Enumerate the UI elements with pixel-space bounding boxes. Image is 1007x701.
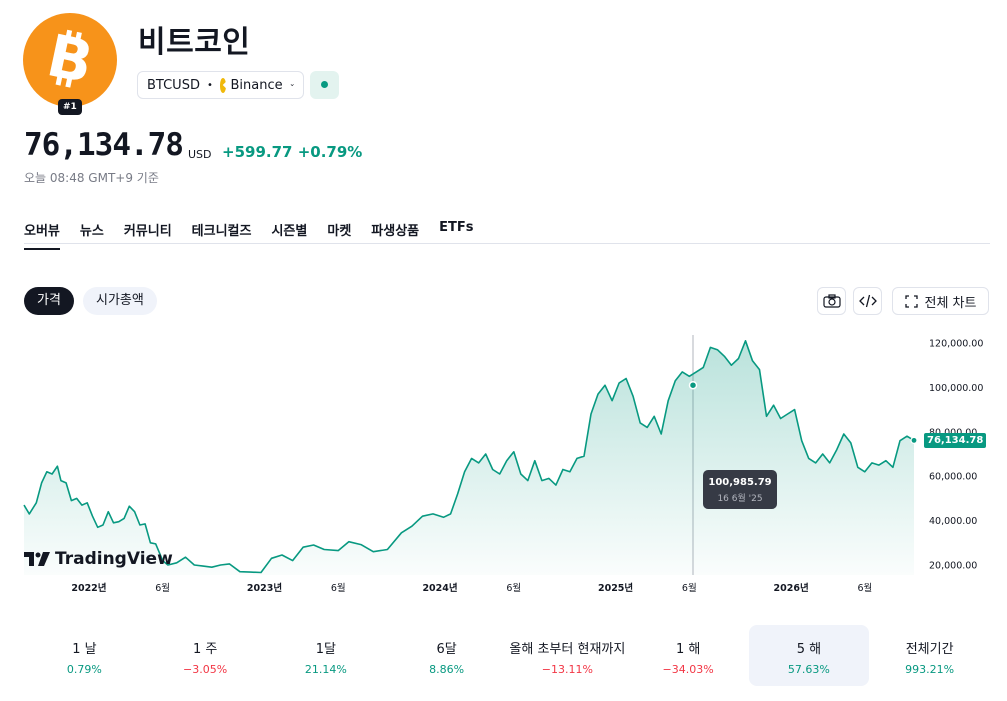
performance-label: 6달 <box>436 642 457 657</box>
current-price: 76,134.78 <box>24 127 184 163</box>
fullscreen-chart-button[interactable]: 전체 차트 <box>892 287 989 315</box>
performance-period-0[interactable]: 1 날 0.79% <box>24 625 145 686</box>
performance-label: 올해 초부터 현재까지 <box>509 642 626 657</box>
performance-period-7[interactable]: 전체기간 993.21% <box>869 625 990 686</box>
performance-value: 993.21% <box>905 663 955 676</box>
tab-derivatives[interactable]: 파생상품 <box>371 224 420 239</box>
performance-label: 1달 <box>315 642 336 657</box>
separator-dot: • <box>206 79 213 91</box>
performance-period-6[interactable]: 5 해 57.63% <box>748 625 870 686</box>
x-tick-label: 2023년 <box>247 582 282 594</box>
performance-value: 57.63% <box>787 663 830 676</box>
tab-technicals[interactable]: 테크니컬즈 <box>191 224 252 239</box>
tab-seasonals[interactable]: 시즌별 <box>271 224 308 239</box>
y-tick-label: 40,000.00 <box>929 516 977 527</box>
performance-value: 8.86% <box>429 663 465 676</box>
tooltip-value: 100,985.79 <box>708 477 772 488</box>
price-change-abs: +599.77 <box>222 143 293 161</box>
bitcoin-logo-icon: B <box>23 13 117 107</box>
price-chart[interactable]: 120,000.00 100,000.00 80,000.00 60,000.00 40… <box>0 325 1007 605</box>
code-icon <box>858 294 877 308</box>
price-series-line <box>23 340 915 574</box>
performance-label: 1 날 <box>72 642 97 657</box>
performance-period-3[interactable]: 6달 8.86% <box>386 625 507 686</box>
performance-period-4[interactable]: 올해 초부터 현재까지 −13.11% <box>507 625 628 686</box>
hover-point <box>688 380 698 390</box>
y-tick-label: 120,000.00 <box>929 339 983 350</box>
rank-badge: #1 <box>58 99 82 115</box>
performance-value: −13.11% <box>541 663 593 676</box>
asset-name: 비트코인 <box>138 25 251 60</box>
tab-overview[interactable]: 오버뷰 <box>24 220 60 250</box>
tabs-divider <box>24 243 990 244</box>
performance-value: 21.14% <box>304 663 347 676</box>
price-area-fill <box>24 340 914 575</box>
tab-markets[interactable]: 마켓 <box>327 224 352 239</box>
performance-label: 5 해 <box>796 642 822 657</box>
y-tick-label: 80,000.00 <box>929 427 977 438</box>
x-tick-label: 6월 <box>331 582 346 594</box>
x-tick-label: 2025년 <box>598 582 633 594</box>
x-tick-label: 2026년 <box>774 582 809 594</box>
x-tick-label: 6월 <box>155 582 170 594</box>
fullscreen-icon <box>904 294 918 308</box>
price-currency: USD <box>188 148 212 161</box>
tab-etfs[interactable]: ETFs <box>439 220 474 235</box>
x-tick-label: 6월 <box>682 582 697 594</box>
performance-strip: 1 날 0.79% 1 주 −3.05% 1달 21.14% 6달 8.86% 올해 초부터 현… <box>24 625 990 686</box>
chart-tooltip: 100,985.79 16 6월 '25 <box>703 470 777 509</box>
tab-news[interactable]: 뉴스 <box>79 224 104 239</box>
price-toggle-button[interactable]: 가격 <box>24 287 74 315</box>
market-status-button[interactable] <box>310 71 339 99</box>
tab-community[interactable]: 커뮤니티 <box>123 224 172 239</box>
x-tick-label: 6월 <box>857 582 872 594</box>
symbol-exchange-selector[interactable]: BTCUSD • Binance <box>137 71 304 99</box>
performance-label: 전체기간 <box>905 642 954 657</box>
symbol-label: BTCUSD <box>147 77 200 93</box>
performance-period-1[interactable]: 1 주 −3.05% <box>145 625 266 686</box>
tradingview-label: TradingView <box>55 549 173 569</box>
x-tick-label: 2022년 <box>71 582 106 594</box>
fullscreen-label: 전체 차트 <box>924 295 977 311</box>
price-change-pct: +0.79% <box>297 143 363 161</box>
tradingview-logo-icon <box>24 552 50 566</box>
performance-value: −34.03% <box>662 663 714 676</box>
last-price-point <box>910 436 918 444</box>
binance-icon <box>219 77 227 93</box>
tooltip-date: 16 6월 '25 <box>717 494 763 504</box>
chevron-down-icon <box>290 84 294 87</box>
performance-label: 1 해 <box>675 642 701 657</box>
x-tick-label: 6월 <box>506 582 521 594</box>
y-tick-label: 20,000.00 <box>929 561 977 572</box>
performance-label: 1 주 <box>192 642 218 657</box>
y-tick-label: 60,000.00 <box>929 472 977 483</box>
snapshot-button[interactable] <box>817 287 846 315</box>
y-tick-label: 100,000.00 <box>929 383 983 394</box>
tradingview-watermark[interactable]: TradingView <box>24 549 173 569</box>
last-price-label: 76,134.78 <box>924 433 987 448</box>
performance-value: −3.05% <box>183 663 228 676</box>
exchange-label: Binance <box>230 77 283 93</box>
section-tabs: 오버뷰 뉴스 커뮤니티 테크니컬즈 시즌별 마켓 파생상품 ETFs <box>24 220 494 250</box>
embed-button[interactable] <box>853 287 882 315</box>
market-cap-toggle-button[interactable]: 시가총액 <box>83 287 157 315</box>
x-tick-label: 2024년 <box>422 582 457 594</box>
performance-period-5[interactable]: 1 해 −34.03% <box>628 625 749 686</box>
performance-value: 0.79% <box>66 663 102 676</box>
performance-period-2[interactable]: 1달 21.14% <box>266 625 387 686</box>
price-change: +599.77 +0.79% <box>222 143 362 161</box>
price-timestamp: 오늘 08:48 GMT+9 기준 <box>24 171 159 185</box>
camera-icon <box>822 294 841 308</box>
